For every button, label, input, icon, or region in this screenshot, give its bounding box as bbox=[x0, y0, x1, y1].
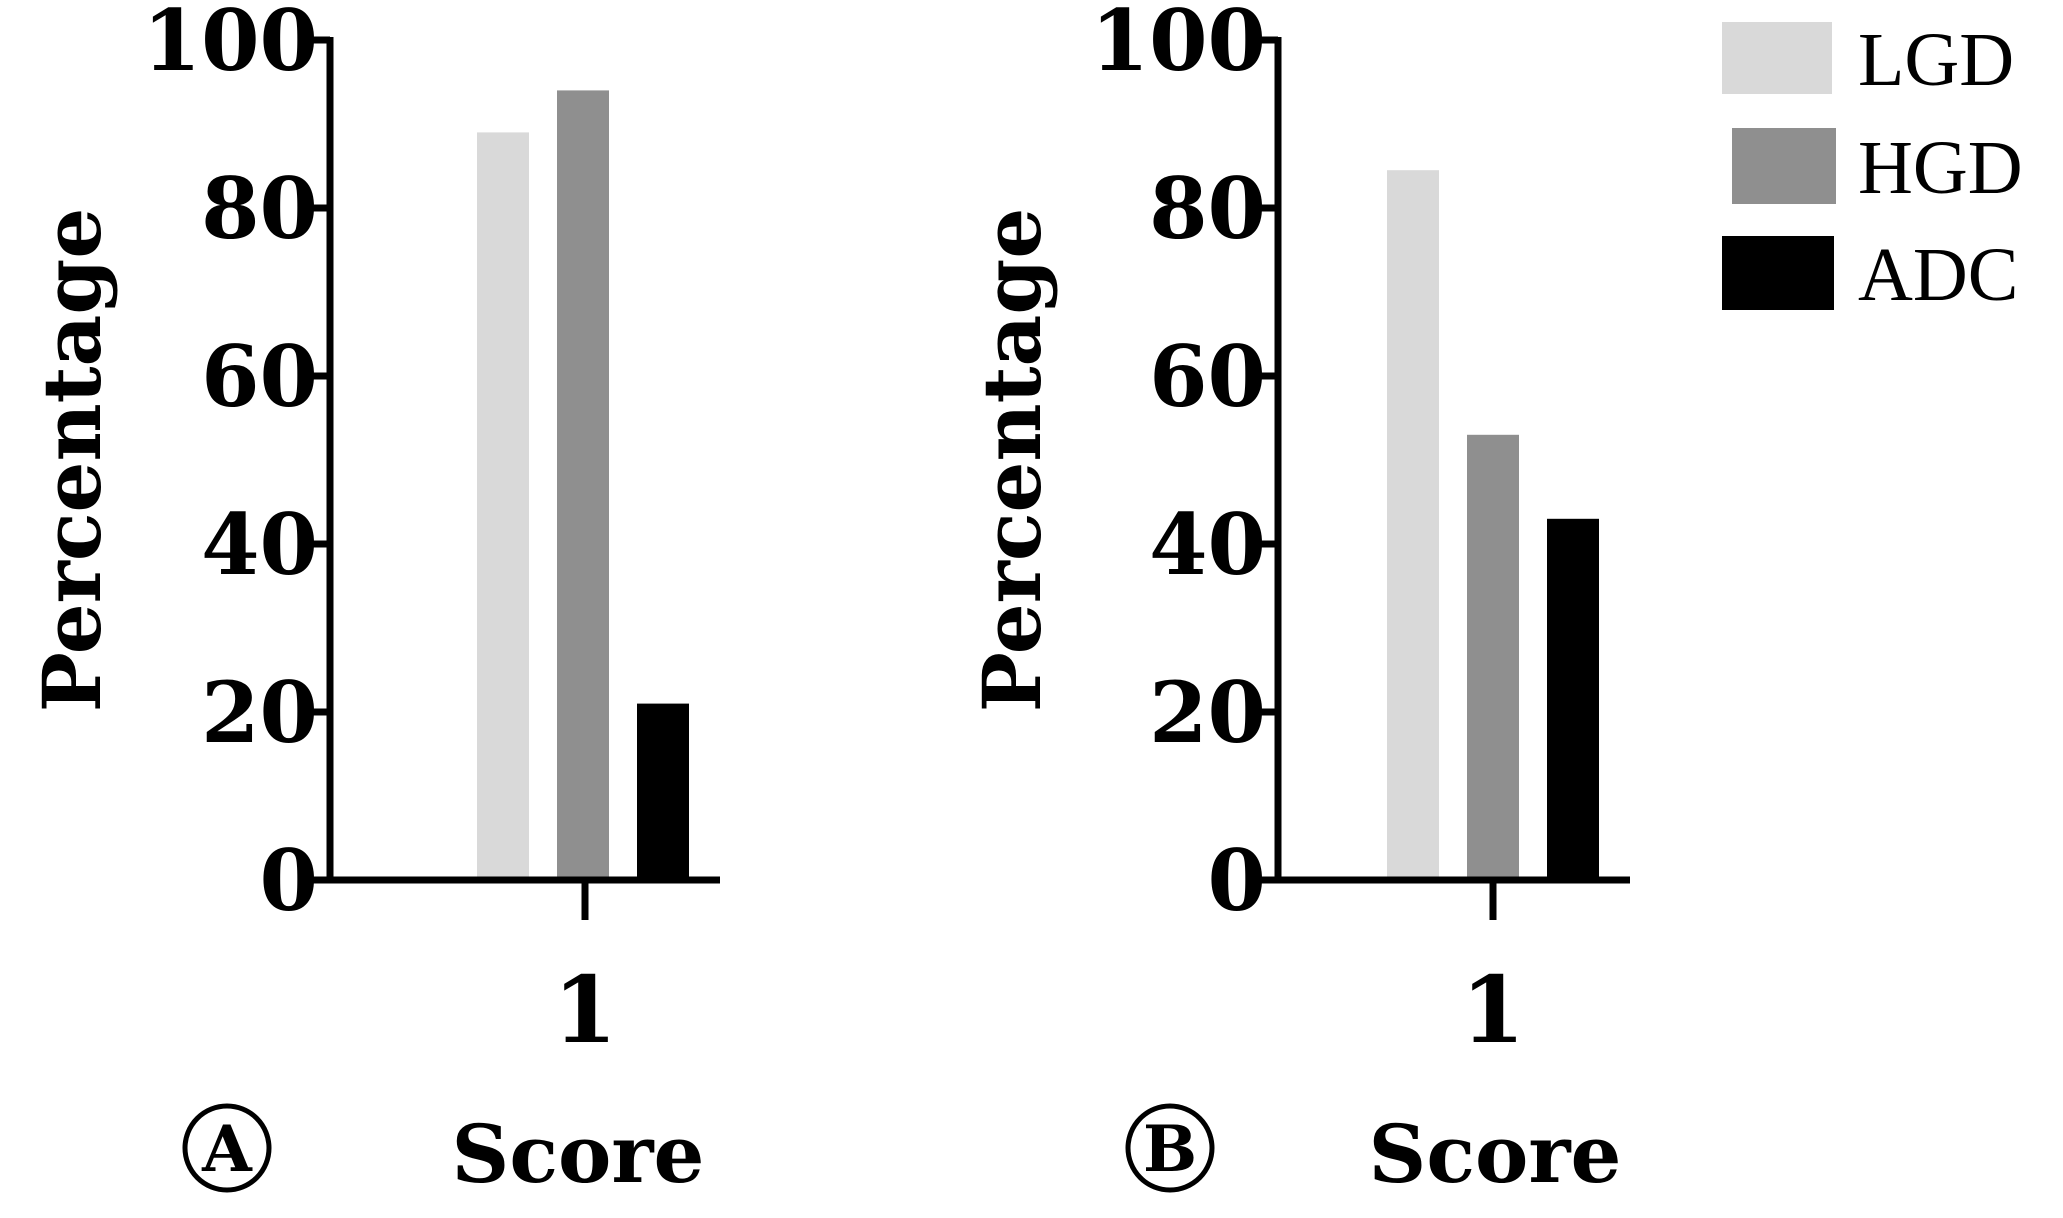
legend-swatch-adc bbox=[1722, 236, 1834, 310]
y-tick-label: 20 bbox=[201, 663, 318, 762]
y-tick-label: 80 bbox=[201, 159, 318, 258]
y-tick-label: 60 bbox=[201, 327, 318, 426]
panel-b: 0 20 40 60 80 100 1 Percentage Score B bbox=[965, 0, 1630, 1201]
x-axis-title: Score bbox=[452, 1107, 705, 1201]
bar-lgd bbox=[1387, 170, 1439, 880]
y-tick-label: 0 bbox=[1208, 831, 1266, 930]
bar-hgd bbox=[1467, 434, 1519, 880]
panel-letter: A bbox=[201, 1112, 253, 1187]
y-tick-label: 20 bbox=[1149, 663, 1266, 762]
y-axis-title: Percentage bbox=[965, 208, 1059, 712]
y-tick-label: 80 bbox=[1149, 159, 1266, 258]
y-tick-label: 0 bbox=[260, 831, 318, 930]
legend-label-hgd: HGD bbox=[1858, 126, 2023, 210]
y-tick-label: 60 bbox=[1149, 327, 1266, 426]
x-axis-title: Score bbox=[1369, 1107, 1622, 1201]
bar-lgd bbox=[477, 132, 529, 880]
y-tick-label: 100 bbox=[1091, 0, 1266, 90]
panel-letter-circle bbox=[182, 1103, 272, 1193]
bar-adc bbox=[1547, 518, 1599, 880]
y-tick-label: 100 bbox=[143, 0, 318, 90]
panel-letter-circle bbox=[1125, 1103, 1215, 1193]
panel-letter: B bbox=[1143, 1112, 1197, 1187]
y-axis-title: Percentage bbox=[25, 208, 119, 712]
bar-adc bbox=[637, 703, 689, 880]
panel-a: 0 20 40 60 80 100 1 Percentage Score A bbox=[25, 0, 720, 1201]
bar-hgd bbox=[557, 90, 609, 880]
x-tick-label: 1 bbox=[553, 956, 617, 1064]
x-tick-label: 1 bbox=[1461, 956, 1525, 1064]
legend-label-lgd: LGD bbox=[1858, 18, 2014, 102]
legend: LGD HGD ADC bbox=[1722, 18, 2023, 317]
legend-swatch-lgd bbox=[1722, 22, 1832, 94]
legend-label-adc: ADC bbox=[1858, 233, 2018, 317]
legend-swatch-hgd bbox=[1732, 128, 1836, 204]
y-tick-label: 40 bbox=[1149, 495, 1266, 594]
y-tick-label: 40 bbox=[201, 495, 318, 594]
